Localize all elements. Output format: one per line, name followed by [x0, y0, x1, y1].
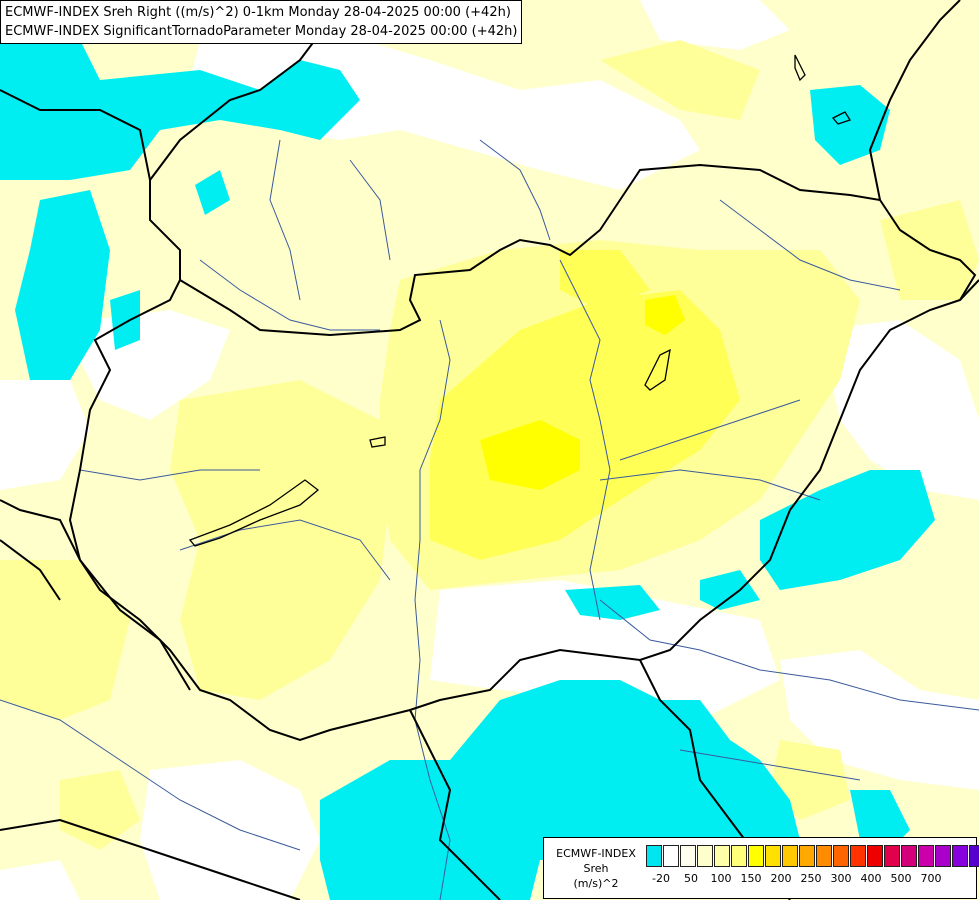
map-title-line-1: ECMWF-INDEX Sreh Right ((m/s)^2) 0-1km M… — [5, 5, 511, 20]
border-croatia-south — [0, 539, 61, 601]
legend-swatch — [935, 845, 951, 867]
legend-swatch — [850, 845, 866, 867]
legend-color-bar — [646, 845, 979, 867]
legend-swatch — [884, 845, 900, 867]
legend-swatch — [697, 845, 713, 867]
legend-swatch — [765, 845, 781, 867]
medium-yellow-areas — [430, 250, 740, 560]
legend-title-line-1: ECMWF-INDEX — [556, 847, 636, 860]
legend-title-line-3: (m/s)^2 — [573, 877, 619, 890]
rivers — [0, 139, 979, 900]
strong-yellow-areas — [480, 295, 685, 490]
lakes — [188, 54, 851, 547]
legend-swatch — [918, 845, 934, 867]
color-legend: ECMWF-INDEX Sreh (m/s)^2 -20 50 100 150 200 2… — [543, 837, 979, 899]
legend-swatch — [799, 845, 815, 867]
legend-swatch — [833, 845, 849, 867]
legend-swatch — [816, 845, 832, 867]
legend-swatch — [714, 845, 730, 867]
legend-tick-label: 500 — [890, 872, 912, 885]
border-serbia — [409, 709, 501, 900]
legend-swatch — [748, 845, 764, 867]
legend-tick-label: 50 — [684, 872, 698, 885]
border-ukraine — [868, 0, 961, 201]
legend-swatch — [731, 845, 747, 867]
legend-tick-label: 200 — [770, 872, 792, 885]
legend-tick-label: 250 — [800, 872, 822, 885]
legend-swatch — [646, 845, 662, 867]
legend-swatch — [969, 845, 979, 867]
legend-swatch — [782, 845, 798, 867]
legend-title-line-2: Sreh — [583, 862, 609, 875]
legend-tick-label: -20 — [652, 872, 670, 885]
legend-swatch — [952, 845, 968, 867]
map-title-line-2: ECMWF-INDEX SignificantTornadoParameter … — [5, 24, 518, 39]
legend-swatch — [680, 845, 696, 867]
legend-title: ECMWF-INDEX Sreh (m/s)^2 — [550, 846, 642, 891]
border-east-romania — [959, 279, 979, 301]
border-bosnia — [0, 818, 301, 900]
border-slovenia-croatia — [0, 499, 191, 691]
border-hungary — [68, 163, 977, 742]
legend-tick-label: 400 — [860, 872, 882, 885]
legend-tick-label: 700 — [920, 872, 942, 885]
legend-swatch — [867, 845, 883, 867]
legend-tick-label: 150 — [740, 872, 762, 885]
border-north-austria-slovakia — [0, 89, 181, 280]
map-title-box: ECMWF-INDEX Sreh Right ((m/s)^2) 0-1km M… — [0, 0, 523, 44]
legend-swatch — [663, 845, 679, 867]
legend-tick-label: 100 — [710, 872, 732, 885]
legend-tick-labels: -20 50 100 150 200 250 300 400 500 700 — [646, 872, 976, 888]
legend-swatch — [901, 845, 917, 867]
lake-balaton — [188, 479, 320, 547]
legend-tick-label: 300 — [830, 872, 852, 885]
